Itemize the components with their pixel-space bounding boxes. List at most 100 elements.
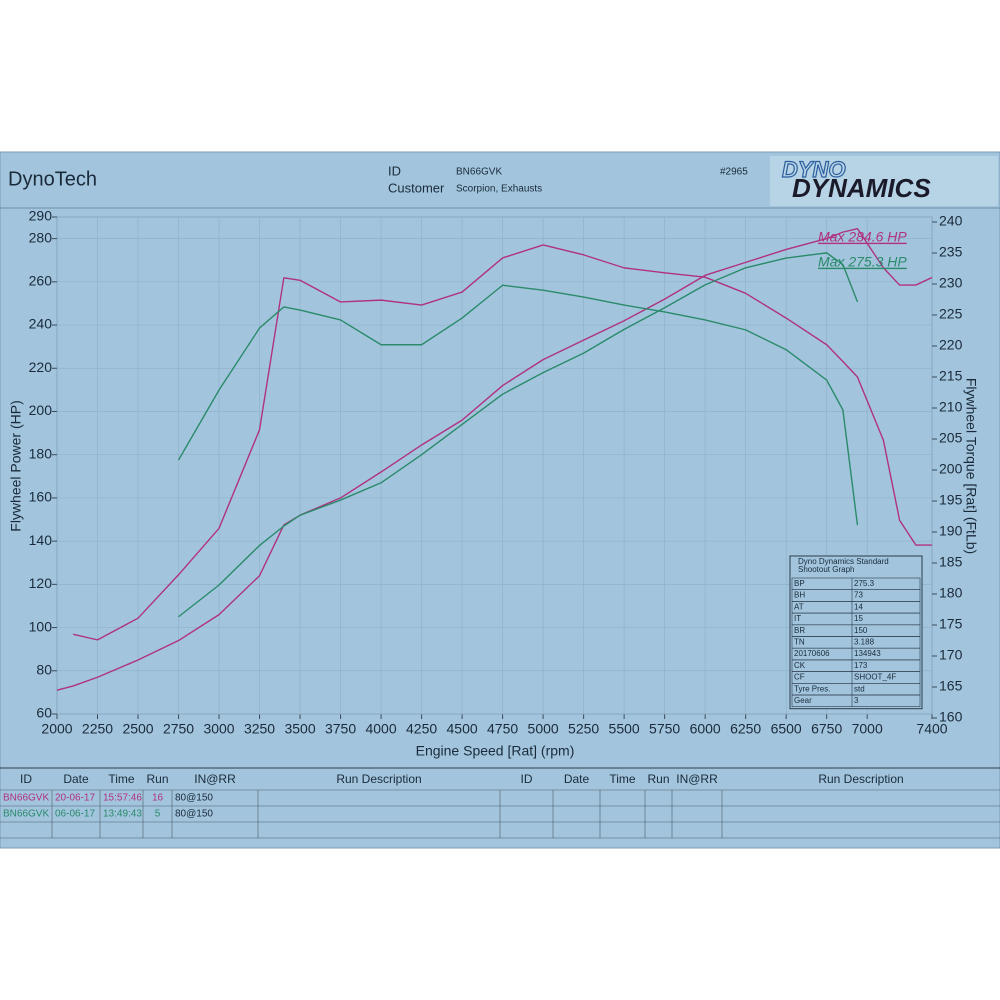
y2-tick-label: 205 xyxy=(939,430,963,446)
info-value: 15 xyxy=(854,614,863,623)
x-tick-label: 5250 xyxy=(568,721,599,737)
x-tick-label: 6000 xyxy=(690,721,721,737)
annotation: Max 284.6 HP xyxy=(818,229,907,245)
y2-tick-label: 195 xyxy=(939,492,963,508)
table-header: Run xyxy=(647,772,669,786)
series-line xyxy=(177,284,859,526)
y2-tick-label: 170 xyxy=(939,647,963,663)
x-tick-label: 2750 xyxy=(163,721,194,737)
logo-bottom: DYNAMICS xyxy=(792,173,931,203)
x-tick-label: 5750 xyxy=(649,721,680,737)
logo-top: DYNO xyxy=(782,157,846,182)
info-value: SHOOT_4F xyxy=(854,673,896,682)
table-header: ID xyxy=(521,772,533,786)
y2-tick-label: 200 xyxy=(939,461,963,477)
table-header: Date xyxy=(564,772,590,786)
y-tick-label: 60 xyxy=(36,705,52,721)
annotation: Max 275.3 HP xyxy=(818,254,907,270)
y-tick-label: 240 xyxy=(29,316,53,332)
x-tick-label: 3250 xyxy=(244,721,275,737)
info-value: 3 xyxy=(854,696,859,705)
info-key: CK xyxy=(794,661,806,670)
y-tick-label: 280 xyxy=(29,229,53,245)
y-tick-label: 200 xyxy=(29,402,53,418)
series-line xyxy=(178,252,859,618)
y-tick-label: 290 xyxy=(29,208,53,224)
y2-tick-label: 210 xyxy=(939,399,963,415)
x-tick-label: 2500 xyxy=(122,721,153,737)
y-tick-label: 220 xyxy=(29,359,53,375)
table-header: ID xyxy=(20,772,32,786)
x-tick-label: 4000 xyxy=(365,721,396,737)
x-tick-label: 6500 xyxy=(771,721,802,737)
x-tick-label: 4500 xyxy=(447,721,478,737)
y2-tick-label: 190 xyxy=(939,523,963,539)
info-value: 134943 xyxy=(854,649,881,658)
info-key: BR xyxy=(794,626,805,635)
x-tick-label: 4750 xyxy=(487,721,518,737)
table-cell: 16 xyxy=(152,793,164,804)
y-tick-label: 80 xyxy=(36,661,52,677)
id-value: BN66GVK xyxy=(456,167,502,178)
table-cell: 06-06-17 xyxy=(55,809,95,820)
info-box-subtitle: Shootout Graph xyxy=(798,565,854,574)
id-label: ID xyxy=(388,163,401,178)
y2-tick-label: 240 xyxy=(939,213,963,229)
info-value: 14 xyxy=(854,602,863,611)
x-tick-label: 2250 xyxy=(82,721,113,737)
table-cell: 15:57:46 xyxy=(103,793,142,804)
x-tick-label: 3000 xyxy=(203,721,234,737)
info-box-title: Dyno Dynamics Standard xyxy=(798,557,889,566)
series-line xyxy=(73,244,932,641)
customer-value: Scorpion, Exhausts xyxy=(456,184,542,195)
x-tick-label: 3500 xyxy=(284,721,315,737)
header-title: DynoTech xyxy=(8,168,97,190)
info-key: IT xyxy=(794,614,801,623)
info-value: 150 xyxy=(854,626,868,635)
x-tick-label: 5000 xyxy=(528,721,559,737)
table-header: Run Description xyxy=(818,772,903,786)
info-value: std xyxy=(854,684,865,693)
x-tick-label: 6250 xyxy=(730,721,761,737)
y-tick-label: 140 xyxy=(29,532,53,548)
y2-tick-label: 180 xyxy=(939,585,963,601)
customer-label: Customer xyxy=(388,180,445,195)
info-key: AT xyxy=(794,602,804,611)
table-header: Run xyxy=(146,772,168,786)
y2-axis-label: Flywheel Torque [Rat] (FtLb) xyxy=(963,378,979,554)
x-tick-label: 5500 xyxy=(609,721,640,737)
table-cell: BN66GVK xyxy=(3,809,49,820)
y-tick-label: 100 xyxy=(29,618,53,634)
info-key: TN xyxy=(794,637,805,646)
y-tick-label: 120 xyxy=(29,575,53,591)
sheet-number: #2965 xyxy=(720,167,748,178)
sheet xyxy=(0,151,1000,849)
info-key: CF xyxy=(794,673,805,682)
x-tick-label: 7000 xyxy=(852,721,883,737)
x-tick-label: 7400 xyxy=(916,721,947,737)
x-tick-label: 3750 xyxy=(325,721,356,737)
x-tick-label: 6750 xyxy=(811,721,842,737)
y2-tick-label: 175 xyxy=(939,616,963,632)
table-cell: 80@150 xyxy=(175,809,213,820)
table-header: IN@RR xyxy=(676,772,718,786)
y-tick-label: 160 xyxy=(29,489,53,505)
series-line xyxy=(56,227,933,691)
info-key: Gear xyxy=(794,696,812,705)
y-tick-label: 180 xyxy=(29,445,53,461)
table-cell: BN66GVK xyxy=(3,793,49,804)
info-row xyxy=(791,694,921,707)
plot: 2000 2250 2500 2750 3000 3250 3500 3750 4000 4250… xyxy=(29,208,963,737)
table-header: Date xyxy=(63,772,89,786)
table-header: Time xyxy=(609,772,636,786)
y2-tick-label: 165 xyxy=(939,678,963,694)
y-tick-label: 260 xyxy=(29,273,53,289)
table-header: Time xyxy=(108,772,135,786)
info-key: BH xyxy=(794,591,805,600)
table-cell: 80@150 xyxy=(175,793,213,804)
table-cell: 5 xyxy=(155,809,161,820)
x-axis-label: Engine Speed [Rat] (rpm) xyxy=(416,743,575,759)
info-value: 3.188 xyxy=(854,637,875,646)
